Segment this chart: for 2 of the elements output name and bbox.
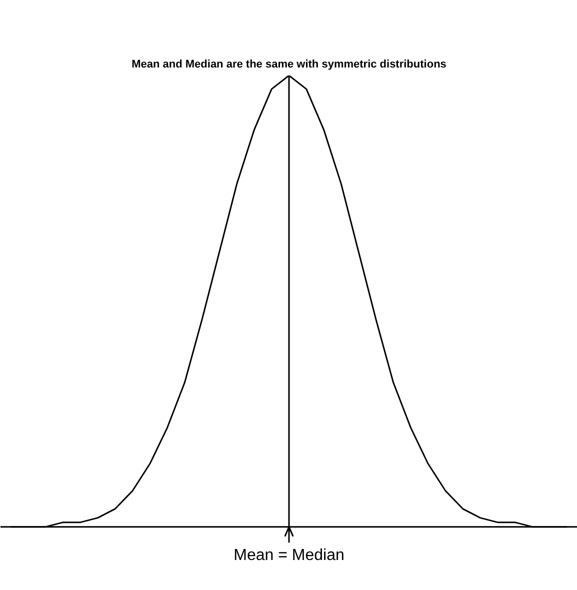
text: Mean = Median [234, 547, 344, 564]
chart-title: Mean and Median are the same with symmetric distributions [132, 58, 446, 70]
